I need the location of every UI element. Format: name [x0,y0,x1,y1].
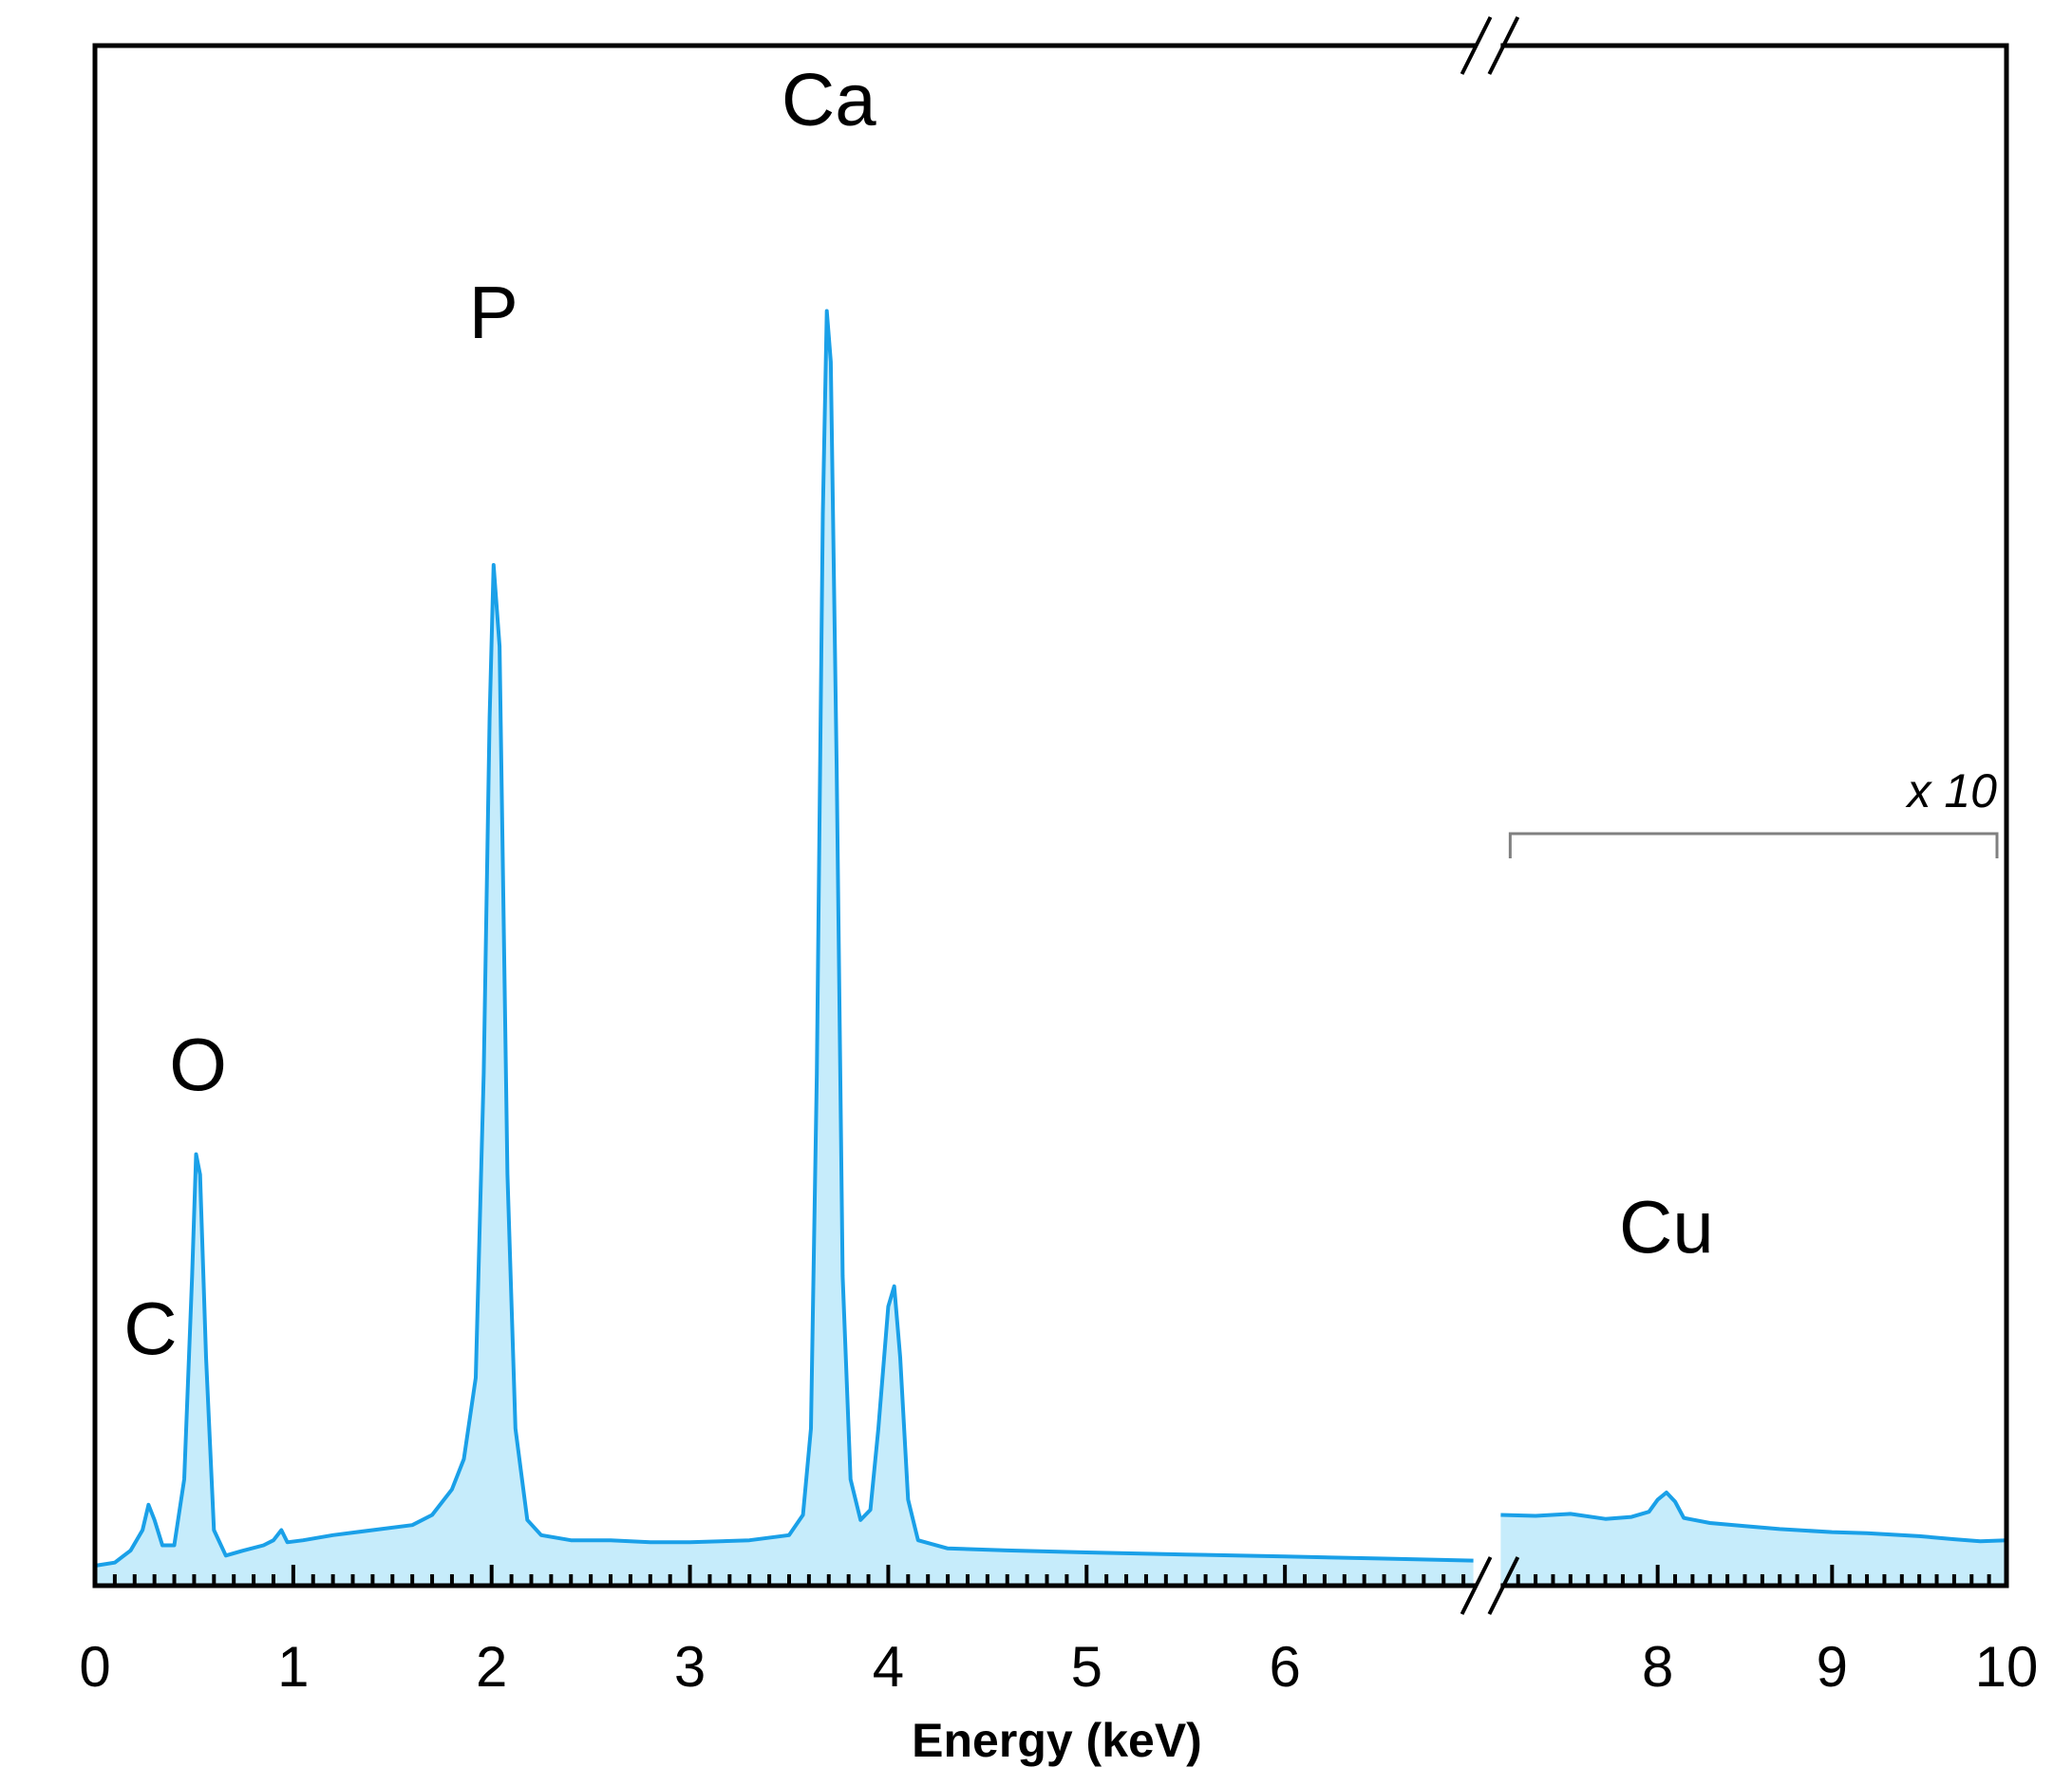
x-tick-label-8: 8 [1642,1635,1673,1699]
spectrum-line-2 [1500,1490,2007,1544]
peak-label-p: P [469,271,518,354]
axis-break-mark-top-2 [1487,16,1520,75]
peak-labels: C O P Ca Cu [123,57,1713,1370]
axis-break-mark-bottom-2 [1487,1556,1520,1615]
axis-break-mark-top-1 [1460,16,1493,75]
x-axis-ticks: 0 1 2 3 4 5 6 8 9 10 [79,1565,2038,1699]
scale-bracket-group: x 10 [1508,764,1999,858]
peak-label-ca: Ca [782,57,876,141]
peak-label-cu: Cu [1619,1185,1714,1269]
x-tick-label-2: 2 [476,1635,507,1699]
x-axis-title: Energy (keV) [912,1714,1202,1767]
peak-label-o: O [169,1023,227,1106]
x-tick-label-4: 4 [873,1635,904,1699]
axis-break-mark-bottom-1 [1460,1556,1493,1615]
x-tick-label-1: 1 [277,1635,309,1699]
x-tick-label-6: 6 [1269,1635,1300,1699]
x-tick-label-0: 0 [79,1635,110,1699]
x-tick-label-5: 5 [1071,1635,1102,1699]
axis-break-group [1460,16,1520,1615]
spectrum-fill-1 [95,310,1474,1586]
x-tick-label-9: 9 [1817,1635,1848,1699]
peak-label-c: C [123,1287,177,1370]
scale-factor-label: x 10 [1905,764,1997,818]
spectrum-fill-2 [1500,1492,2006,1586]
x-tick-label-3: 3 [674,1635,706,1699]
x-tick-label-10: 10 [1975,1635,2039,1699]
spectrum-line-1 [94,309,1474,1568]
plot-frame [92,43,2009,1589]
scale-bracket [1508,832,1999,858]
series-layer [94,309,2007,1586]
